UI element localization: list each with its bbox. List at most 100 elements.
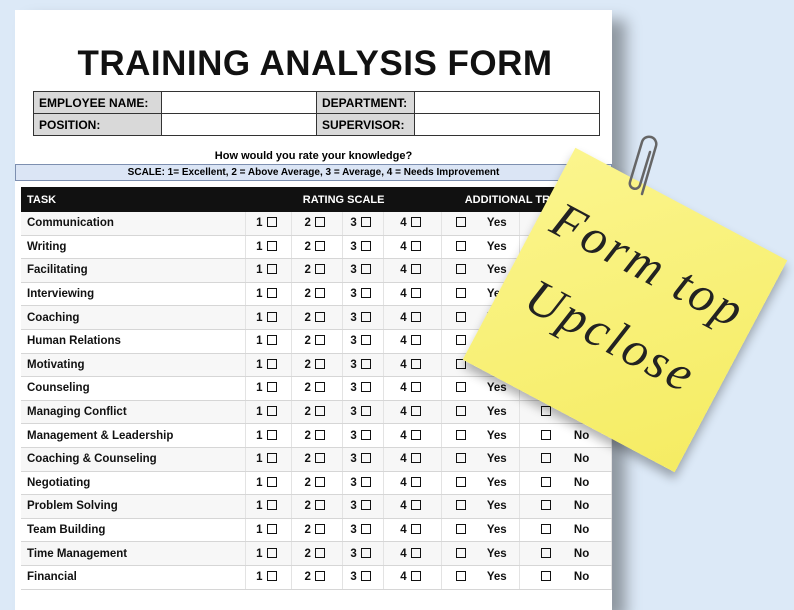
checkbox[interactable] [266, 453, 277, 464]
checkbox[interactable] [540, 429, 551, 440]
rating-number: 3 [350, 311, 357, 324]
checkbox[interactable] [410, 571, 421, 582]
checkbox[interactable] [410, 406, 421, 417]
checkbox[interactable] [314, 453, 325, 464]
checkbox[interactable] [540, 453, 551, 464]
checkbox[interactable] [410, 311, 421, 322]
checkbox[interactable] [455, 311, 466, 322]
checkbox[interactable] [266, 288, 277, 299]
checkbox[interactable] [410, 524, 421, 535]
checkbox[interactable] [314, 382, 325, 393]
checkbox[interactable] [360, 240, 371, 251]
checkbox[interactable] [540, 571, 551, 582]
task-name: Time Management [21, 541, 246, 566]
checkbox[interactable] [360, 453, 371, 464]
checkbox[interactable] [455, 240, 466, 251]
checkbox[interactable] [314, 571, 325, 582]
checkbox[interactable] [455, 524, 466, 535]
checkbox[interactable] [540, 524, 551, 535]
checkbox[interactable] [540, 500, 551, 511]
checkbox[interactable] [360, 524, 371, 535]
checkbox[interactable] [314, 288, 325, 299]
checkbox[interactable] [455, 335, 466, 346]
checkbox[interactable] [360, 264, 371, 275]
checkbox[interactable] [410, 453, 421, 464]
checkbox[interactable] [410, 547, 421, 558]
checkbox[interactable] [360, 217, 371, 228]
checkbox[interactable] [314, 406, 325, 417]
checkbox[interactable] [410, 500, 421, 511]
checkbox[interactable] [540, 476, 551, 487]
checkbox[interactable] [266, 264, 277, 275]
checkbox[interactable] [410, 358, 421, 369]
checkbox[interactable] [314, 264, 325, 275]
checkbox[interactable] [455, 571, 466, 582]
checkbox[interactable] [360, 358, 371, 369]
checkbox[interactable] [314, 547, 325, 558]
checkbox[interactable] [540, 547, 551, 558]
checkbox[interactable] [360, 547, 371, 558]
checkbox[interactable] [455, 358, 466, 369]
checkbox[interactable] [314, 429, 325, 440]
rating-cell: 3 [342, 518, 384, 543]
checkbox[interactable] [410, 288, 421, 299]
checkbox[interactable] [455, 476, 466, 487]
checkbox[interactable] [455, 429, 466, 440]
checkbox[interactable] [360, 288, 371, 299]
checkbox[interactable] [455, 406, 466, 417]
field-value[interactable] [161, 113, 317, 136]
checkbox[interactable] [410, 217, 421, 228]
checkbox[interactable] [410, 240, 421, 251]
checkbox[interactable] [266, 217, 277, 228]
checkbox[interactable] [410, 264, 421, 275]
checkbox[interactable] [314, 358, 325, 369]
checkbox[interactable] [314, 217, 325, 228]
rating-cell: 4 [383, 258, 443, 283]
checkbox[interactable] [314, 524, 325, 535]
checkbox[interactable] [360, 382, 371, 393]
checkbox[interactable] [266, 406, 277, 417]
checkbox[interactable] [455, 547, 466, 558]
checkbox[interactable] [360, 335, 371, 346]
checkbox[interactable] [266, 358, 277, 369]
field-value[interactable] [414, 113, 600, 136]
checkbox[interactable] [360, 429, 371, 440]
checkbox[interactable] [360, 500, 371, 511]
checkbox[interactable] [360, 571, 371, 582]
checkbox[interactable] [410, 476, 421, 487]
checkbox[interactable] [455, 500, 466, 511]
checkbox[interactable] [266, 524, 277, 535]
checkbox[interactable] [266, 240, 277, 251]
rating-cell: 3 [342, 235, 384, 260]
checkbox[interactable] [540, 406, 551, 417]
checkbox[interactable] [266, 429, 277, 440]
checkbox[interactable] [314, 335, 325, 346]
checkbox[interactable] [314, 500, 325, 511]
checkbox[interactable] [266, 500, 277, 511]
checkbox[interactable] [455, 382, 466, 393]
checkbox[interactable] [266, 476, 277, 487]
checkbox[interactable] [314, 240, 325, 251]
checkbox[interactable] [455, 264, 466, 275]
checkbox[interactable] [410, 429, 421, 440]
checkbox[interactable] [410, 335, 421, 346]
checkbox[interactable] [314, 476, 325, 487]
checkbox[interactable] [455, 217, 466, 228]
checkbox[interactable] [360, 476, 371, 487]
checkbox[interactable] [266, 335, 277, 346]
task-name: Writing [21, 235, 246, 260]
checkbox[interactable] [360, 406, 371, 417]
checkbox[interactable] [266, 571, 277, 582]
checkbox[interactable] [360, 311, 371, 322]
checkbox[interactable] [266, 382, 277, 393]
rating-cell: 3 [342, 376, 384, 401]
field-value[interactable] [414, 91, 600, 114]
checkbox[interactable] [455, 453, 466, 464]
checkbox[interactable] [410, 382, 421, 393]
checkbox[interactable] [266, 547, 277, 558]
checkbox[interactable] [314, 311, 325, 322]
field-value[interactable] [161, 91, 317, 114]
checkbox[interactable] [266, 311, 277, 322]
training-cell: No [519, 447, 612, 472]
checkbox[interactable] [455, 288, 466, 299]
